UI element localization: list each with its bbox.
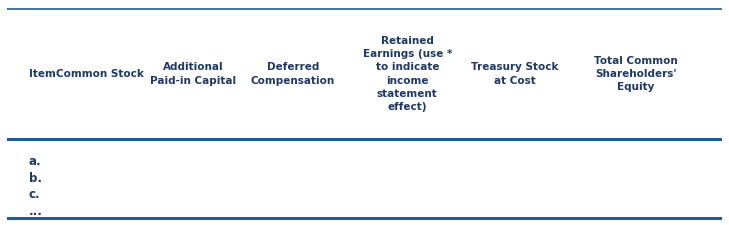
Text: Treasury Stock
at Cost: Treasury Stock at Cost xyxy=(471,62,558,86)
Text: ...: ... xyxy=(28,205,42,218)
Text: b.: b. xyxy=(28,172,42,185)
Text: Deferred
Compensation: Deferred Compensation xyxy=(251,62,335,86)
Text: a.: a. xyxy=(28,155,42,167)
Text: c.: c. xyxy=(28,188,40,200)
Text: Total Common
Shareholders'
Equity: Total Common Shareholders' Equity xyxy=(594,56,678,92)
Text: Item: Item xyxy=(28,69,55,79)
Text: Additional
Paid-in Capital: Additional Paid-in Capital xyxy=(150,62,236,86)
Text: Retained
Earnings (use *
to indicate
income
statement
effect): Retained Earnings (use * to indicate inc… xyxy=(363,36,452,112)
Text: Common Stock: Common Stock xyxy=(56,69,144,79)
